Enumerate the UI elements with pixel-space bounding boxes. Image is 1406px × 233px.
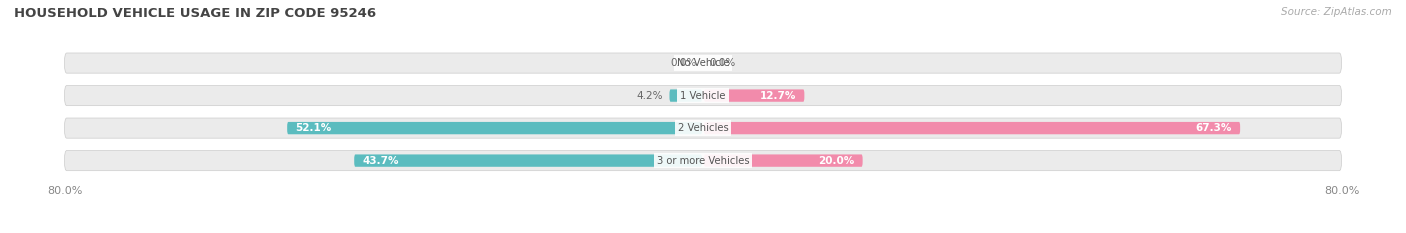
FancyBboxPatch shape	[65, 86, 1341, 106]
Text: No Vehicle: No Vehicle	[676, 58, 730, 68]
Text: Source: ZipAtlas.com: Source: ZipAtlas.com	[1281, 7, 1392, 17]
Text: 52.1%: 52.1%	[295, 123, 332, 133]
FancyBboxPatch shape	[65, 118, 1341, 138]
FancyBboxPatch shape	[704, 89, 804, 102]
Text: 2 Vehicles: 2 Vehicles	[678, 123, 728, 133]
Text: 0.0%: 0.0%	[671, 58, 696, 68]
FancyBboxPatch shape	[669, 89, 702, 102]
Text: 0.0%: 0.0%	[710, 58, 735, 68]
Text: 20.0%: 20.0%	[818, 156, 855, 166]
Text: HOUSEHOLD VEHICLE USAGE IN ZIP CODE 95246: HOUSEHOLD VEHICLE USAGE IN ZIP CODE 9524…	[14, 7, 377, 20]
FancyBboxPatch shape	[65, 151, 1341, 171]
FancyBboxPatch shape	[354, 154, 702, 167]
Text: 67.3%: 67.3%	[1195, 123, 1232, 133]
Text: 12.7%: 12.7%	[761, 91, 796, 101]
Text: 4.2%: 4.2%	[637, 91, 664, 101]
Text: 43.7%: 43.7%	[363, 156, 399, 166]
FancyBboxPatch shape	[704, 154, 863, 167]
Text: 1 Vehicle: 1 Vehicle	[681, 91, 725, 101]
Legend: Owner-occupied, Renter-occupied: Owner-occupied, Renter-occupied	[579, 230, 827, 233]
Text: 3 or more Vehicles: 3 or more Vehicles	[657, 156, 749, 166]
FancyBboxPatch shape	[65, 53, 1341, 73]
FancyBboxPatch shape	[704, 122, 1240, 134]
FancyBboxPatch shape	[287, 122, 702, 134]
